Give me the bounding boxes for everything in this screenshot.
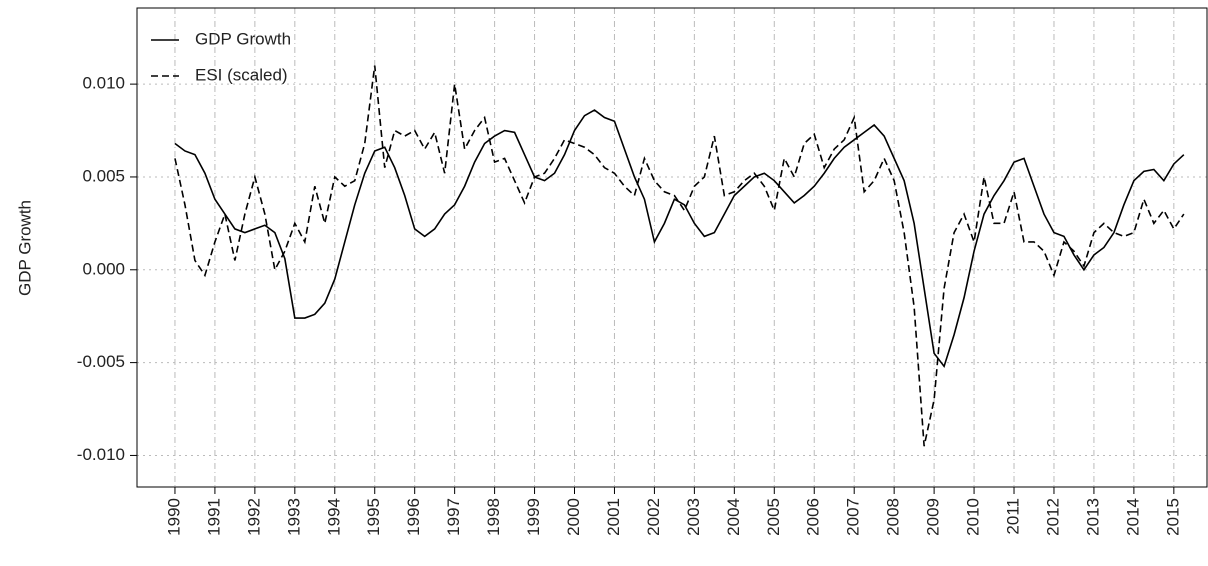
y-tick-label: 0.005 (82, 166, 125, 185)
x-tick-label: 1993 (284, 498, 303, 536)
x-tick-label: 2012 (1043, 498, 1062, 536)
series-line (174, 65, 1185, 447)
x-tick-label: 2015 (1163, 498, 1182, 536)
y-tick-label: -0.005 (77, 352, 125, 371)
plot-frame (136, 7, 1208, 488)
y-tick-label: 0.000 (82, 259, 125, 278)
x-tick-label: 1994 (324, 498, 343, 536)
y-tick-label: 0.010 (82, 74, 125, 93)
legend-label: GDP Growth (195, 29, 291, 48)
x-tick-label: 1999 (524, 498, 543, 536)
x-tick-label: 2013 (1083, 498, 1102, 536)
x-tick-label: 1991 (204, 498, 223, 536)
x-tick-label: 2000 (564, 498, 583, 536)
x-tick-label: 2010 (964, 498, 983, 536)
x-tick-label: 2007 (844, 498, 863, 536)
x-tick-label: 2005 (764, 498, 783, 536)
x-tick-label: 2014 (1123, 498, 1142, 536)
x-tick-label: 1995 (364, 498, 383, 536)
x-tick-label: 2004 (724, 498, 743, 536)
x-tick-label: 1990 (164, 498, 183, 536)
x-tick-label: 2011 (1004, 498, 1023, 535)
x-tick-label: 2001 (604, 498, 623, 536)
x-tick-label: 1998 (484, 498, 503, 536)
x-tick-label: 1996 (404, 498, 423, 536)
x-tick-label: 2002 (644, 498, 663, 536)
x-tick-label: 1997 (444, 498, 463, 536)
x-tick-label: 2009 (924, 498, 943, 536)
y-tick-label: -0.010 (77, 445, 125, 464)
x-tick-label: 2003 (684, 498, 703, 536)
x-tick-label: 2006 (804, 498, 823, 536)
x-tick-label: 2008 (884, 498, 903, 536)
series-line (174, 109, 1185, 369)
x-tick-label: 1992 (244, 498, 263, 536)
legend-label: ESI (scaled) (195, 65, 288, 84)
y-axis-label: GDP Growth (15, 200, 34, 296)
